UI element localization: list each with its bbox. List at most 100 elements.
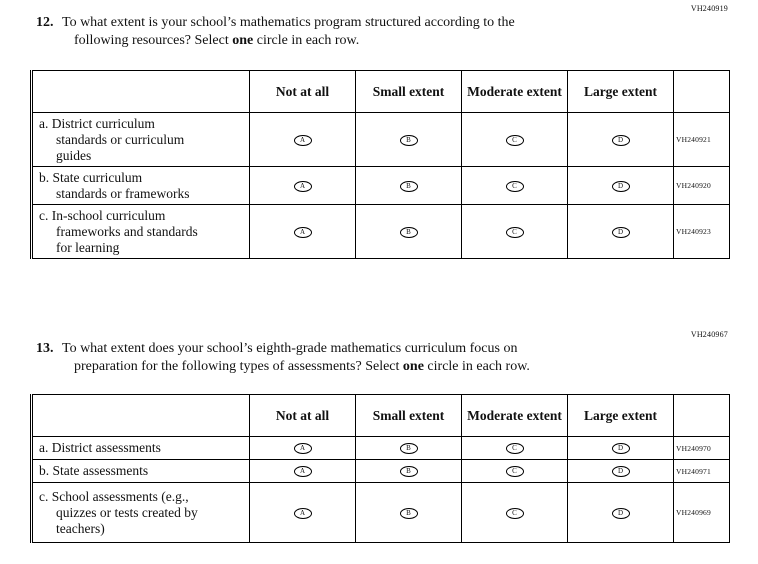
- answer-cell: B: [355, 112, 462, 168]
- question-text-part1: To what extent is your school’s mathemat…: [62, 15, 515, 49]
- answer-cell: A: [249, 436, 356, 461]
- answer-cell: B: [355, 436, 462, 461]
- row-label-cell: c. School assessments (e.g., quizzes or …: [31, 482, 250, 544]
- answer-circle[interactable]: C: [505, 507, 524, 519]
- empty-header-cell: [31, 394, 250, 438]
- circle-letter: D: [617, 135, 624, 144]
- question-text-part2: circle in each row.: [253, 33, 360, 49]
- row-code: VH240920: [673, 166, 730, 206]
- circle-letter: C: [512, 135, 517, 144]
- answer-circle[interactable]: B: [399, 507, 418, 519]
- answer-circle[interactable]: C: [505, 226, 524, 238]
- circle-letter: A: [299, 181, 306, 190]
- answer-cell: C: [461, 166, 568, 206]
- answer-circle[interactable]: C: [505, 134, 524, 146]
- answer-cell: C: [461, 459, 568, 484]
- answer-circle[interactable]: D: [611, 134, 630, 146]
- circle-letter: A: [299, 444, 306, 453]
- table-row: a. District curriculum standards or curr…: [31, 112, 730, 168]
- row-code: VH240923: [673, 204, 730, 260]
- answer-circle[interactable]: A: [293, 466, 312, 478]
- question-12-section: VH240919 12. To what extent is your scho…: [0, 4, 758, 260]
- answer-circle[interactable]: A: [293, 134, 312, 146]
- question-12-code: VH240919: [690, 4, 728, 13]
- question-text-part1: To what extent does your school’s eighth…: [62, 341, 518, 375]
- row-label-cell: c. In-school curriculum frameworks and s…: [31, 204, 250, 260]
- row-label-cell: b. State curriculum standards or framewo…: [31, 166, 250, 206]
- answer-circle[interactable]: B: [399, 134, 418, 146]
- circle-letter: B: [406, 444, 411, 453]
- answer-circle[interactable]: B: [399, 180, 418, 192]
- question-13-table: Not at all Small extent Moderate extent …: [30, 394, 730, 544]
- answer-cell: C: [461, 204, 568, 260]
- answer-circle[interactable]: C: [505, 180, 524, 192]
- answer-cell: D: [567, 459, 674, 484]
- row-code: VH240970: [673, 436, 730, 461]
- answer-circle[interactable]: B: [399, 226, 418, 238]
- question-13-section: VH240967 13. To what extent does your sc…: [0, 330, 758, 544]
- row-label: b. State curriculum standards or framewo…: [39, 169, 190, 201]
- answer-circle[interactable]: D: [611, 507, 630, 519]
- header-row: Not at all Small extent Moderate extent …: [31, 70, 730, 114]
- row-code: VH240971: [673, 459, 730, 484]
- row-label: b. State assessments: [39, 463, 149, 479]
- answer-circle[interactable]: A: [293, 443, 312, 455]
- column-header-small-extent: Small extent: [355, 70, 462, 114]
- question-text-part2: circle in each row.: [423, 359, 530, 375]
- answer-circle[interactable]: A: [293, 226, 312, 238]
- table-row: a. District assessments A B C D VH240970: [31, 436, 730, 461]
- answer-cell: D: [567, 112, 674, 168]
- circle-letter: A: [299, 227, 306, 236]
- answer-cell: D: [567, 482, 674, 544]
- circle-letter: C: [512, 508, 517, 517]
- circle-letter: A: [299, 135, 306, 144]
- answer-circle[interactable]: A: [293, 180, 312, 192]
- question-13-code: VH240967: [690, 330, 728, 339]
- answer-cell: A: [249, 204, 356, 260]
- column-header-not-at-all: Not at all: [249, 394, 356, 438]
- answer-cell: C: [461, 482, 568, 544]
- column-header-small-extent: Small extent: [355, 394, 462, 438]
- answer-cell: D: [567, 166, 674, 206]
- answer-circle[interactable]: D: [611, 443, 630, 455]
- answer-circle[interactable]: D: [611, 226, 630, 238]
- circle-letter: D: [617, 181, 624, 190]
- column-header-not-at-all: Not at all: [249, 70, 356, 114]
- row-label-cell: b. State assessments: [31, 459, 250, 484]
- answer-circle[interactable]: D: [611, 466, 630, 478]
- circle-letter: B: [406, 508, 411, 517]
- circle-letter: D: [617, 508, 624, 517]
- table-row: c. In-school curriculum frameworks and s…: [31, 204, 730, 260]
- circle-letter: B: [406, 181, 411, 190]
- question-12-table: Not at all Small extent Moderate extent …: [30, 70, 730, 260]
- circle-letter: A: [299, 508, 306, 517]
- answer-circle[interactable]: A: [293, 507, 312, 519]
- answer-circle[interactable]: D: [611, 180, 630, 192]
- circle-letter: C: [512, 227, 517, 236]
- table-row: c. School assessments (e.g., quizzes or …: [31, 482, 730, 544]
- answer-circle[interactable]: B: [399, 466, 418, 478]
- circle-letter: B: [406, 135, 411, 144]
- answer-cell: B: [355, 166, 462, 206]
- answer-cell: A: [249, 482, 356, 544]
- column-header-large-extent: Large extent: [567, 394, 674, 438]
- row-label: a. District assessments: [39, 440, 161, 456]
- table-row: b. State assessments A B C D VH240971: [31, 459, 730, 484]
- circle-letter: A: [299, 467, 306, 476]
- row-label: c. School assessments (e.g., quizzes or …: [39, 488, 198, 536]
- circle-letter: D: [617, 467, 624, 476]
- column-header-moderate-extent: Moderate extent: [461, 394, 568, 438]
- question-number: 13.: [36, 341, 54, 356]
- answer-cell: D: [567, 436, 674, 461]
- answer-cell: B: [355, 482, 462, 544]
- answer-circle[interactable]: B: [399, 443, 418, 455]
- answer-cell: A: [249, 459, 356, 484]
- answer-circle[interactable]: C: [505, 443, 524, 455]
- answer-circle[interactable]: C: [505, 466, 524, 478]
- column-header-large-extent: Large extent: [567, 70, 674, 114]
- circle-letter: C: [512, 444, 517, 453]
- answer-cell: C: [461, 112, 568, 168]
- question-text-bold: one: [232, 33, 254, 49]
- table-row: b. State curriculum standards or framewo…: [31, 166, 730, 206]
